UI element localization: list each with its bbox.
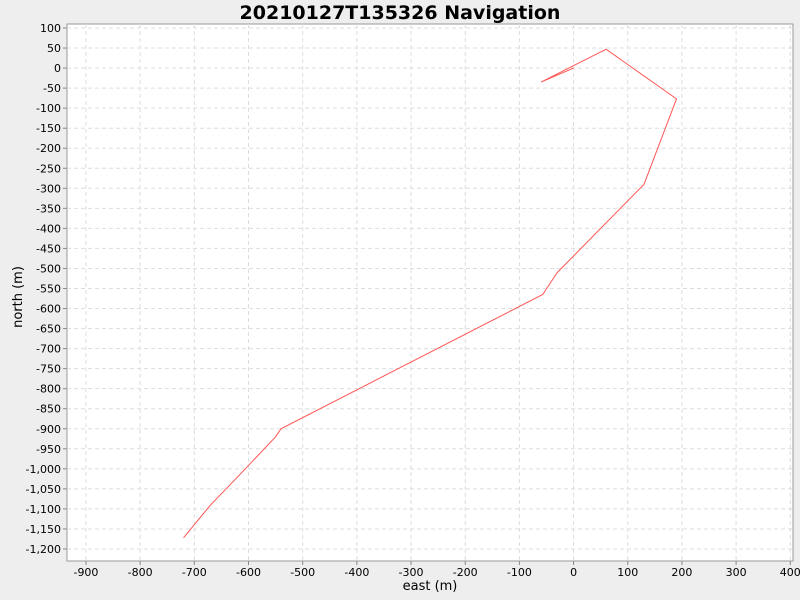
navigation-track-line xyxy=(183,48,678,539)
y-tick-label: -1,200 xyxy=(26,543,61,556)
y-tick-label: -500 xyxy=(36,262,61,275)
y-tick-label: -100 xyxy=(36,102,61,115)
y-tick-label: -1,050 xyxy=(26,483,61,496)
y-tick-label: -1,000 xyxy=(26,463,61,476)
y-tick-label: -150 xyxy=(36,122,61,135)
y-tick-label: -50 xyxy=(43,82,61,95)
x-tick-label: -400 xyxy=(344,566,369,579)
y-tick-label: -1,100 xyxy=(26,503,61,516)
y-tick-label: -300 xyxy=(36,182,61,195)
x-tick-label: 300 xyxy=(726,566,747,579)
y-tick-label: -450 xyxy=(36,242,61,255)
data-series xyxy=(183,48,678,539)
y-axis-label: north (m) xyxy=(11,266,26,328)
y-tick-label: -1,150 xyxy=(26,523,61,536)
x-tick-label: -200 xyxy=(453,566,478,579)
y-tick-label: -900 xyxy=(36,423,61,436)
chart-title: 20210127T135326 Navigation xyxy=(240,2,561,24)
y-tick-label: -800 xyxy=(36,383,61,396)
x-axis-label: east (m) xyxy=(403,579,458,594)
tick-labels: -900 -800 -700 -600 -500 -400 -300 -200 -100 0 100… xyxy=(26,22,800,579)
y-tick-label: -850 xyxy=(36,403,61,416)
y-tick-label: 0 xyxy=(54,62,61,75)
plot-background xyxy=(66,23,794,562)
x-tick-label: -800 xyxy=(128,566,153,579)
y-tick-label: -750 xyxy=(36,363,61,376)
x-tick-label: -700 xyxy=(182,566,207,579)
y-tick-label: -650 xyxy=(36,323,61,336)
x-tick-label: 400 xyxy=(780,566,800,579)
x-tick-label: 0 xyxy=(570,566,577,579)
y-tick-label: 50 xyxy=(47,42,61,55)
y-tick-label: -400 xyxy=(36,222,61,235)
x-tick-label: 100 xyxy=(617,566,638,579)
y-tick-label: -950 xyxy=(36,443,61,456)
x-tick-label: -600 xyxy=(236,566,261,579)
y-tick-label: -550 xyxy=(36,282,61,295)
y-tick-label: -250 xyxy=(36,162,61,175)
y-tick-label: -600 xyxy=(36,303,61,316)
y-tick-label: -200 xyxy=(36,142,61,155)
x-tick-label: -300 xyxy=(399,566,424,579)
x-tick-label: -500 xyxy=(290,566,315,579)
grid-lines xyxy=(67,24,793,561)
x-tick-label: -100 xyxy=(507,566,532,579)
y-tick-label: 100 xyxy=(40,22,61,35)
y-tick-label: -700 xyxy=(36,343,61,356)
y-tick-label: -350 xyxy=(36,202,61,215)
x-tick-label: -900 xyxy=(73,566,98,579)
x-tick-label: 200 xyxy=(671,566,692,579)
